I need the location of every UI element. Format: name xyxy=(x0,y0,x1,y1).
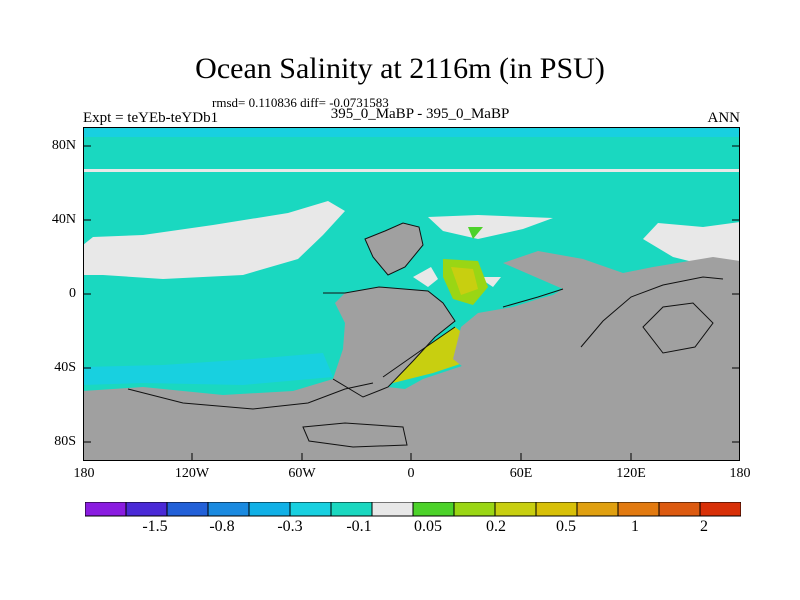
colorbar-label: -1.5 xyxy=(142,518,168,535)
colorbar-label: 0.2 xyxy=(486,518,506,535)
colorbar-swatch xyxy=(412,502,455,517)
colorbar-swatch xyxy=(494,502,537,517)
colorbar-label: -0.8 xyxy=(209,518,235,535)
colorbar-label: 0.5 xyxy=(556,518,576,535)
x-tick-label: 60E xyxy=(509,466,533,481)
x-tick-label: 180 xyxy=(729,466,751,481)
y-tick-label: 40S xyxy=(54,360,76,375)
x-tick-label: 0 xyxy=(407,466,415,481)
x-tick-label: 60W xyxy=(288,466,316,481)
colorbar-label: 1 xyxy=(631,518,639,535)
y-tick-label: 0 xyxy=(69,286,76,301)
colorbar-swatch xyxy=(371,502,414,517)
colorbar-swatch xyxy=(166,502,209,517)
arctic-band xyxy=(83,127,740,137)
x-tick-label: 120W xyxy=(174,466,210,481)
colorbar-label: 2 xyxy=(700,518,708,535)
x-tick-label: 180 xyxy=(73,466,95,481)
colorbar-swatch xyxy=(576,502,619,517)
colorbar-swatch xyxy=(85,502,127,517)
x-tick-label: 120E xyxy=(616,466,646,481)
experiment-label: Expt = teYEb-teYDb1 xyxy=(83,110,219,126)
coastline-contours xyxy=(127,222,724,448)
colorbar-swatch xyxy=(289,502,332,517)
colorbar-label: -0.1 xyxy=(346,518,372,535)
season-label: ANN xyxy=(707,110,741,126)
y-tick-label: 80N xyxy=(51,138,76,153)
central-yellow xyxy=(451,267,478,295)
colorbar-label: 0.05 xyxy=(414,518,442,535)
y-tick-label: 40N xyxy=(51,212,76,227)
north-pacific-white xyxy=(83,201,345,279)
white-strip xyxy=(83,169,740,172)
colorbar-swatch xyxy=(617,502,660,517)
colorbar-swatch xyxy=(207,502,250,517)
stats-label: rmsd= 0.110836 diff= -0.0731583 xyxy=(212,95,389,110)
colorbar-swatch xyxy=(248,502,291,517)
small-green xyxy=(468,227,483,239)
y-tick-label: 80S xyxy=(54,434,76,449)
tick-marks xyxy=(83,145,740,461)
colorbar-swatch xyxy=(535,502,578,517)
colorbar-swatch xyxy=(330,502,373,517)
south-pacific-cyan xyxy=(83,353,333,385)
colorbar-swatch xyxy=(699,502,741,517)
salinity-map xyxy=(83,127,740,461)
colorbar-swatch xyxy=(658,502,701,517)
map-title: Ocean Salinity at 2116m (in PSU) xyxy=(195,52,605,85)
colorbar-swatch xyxy=(125,502,168,517)
colorbar xyxy=(85,502,741,517)
colorbar-swatch xyxy=(453,502,496,517)
colorbar-label: -0.3 xyxy=(277,518,303,535)
period-label: 395_0_MaBP - 395_0_MaBP xyxy=(330,106,510,122)
north-atlantic-white xyxy=(428,215,553,239)
